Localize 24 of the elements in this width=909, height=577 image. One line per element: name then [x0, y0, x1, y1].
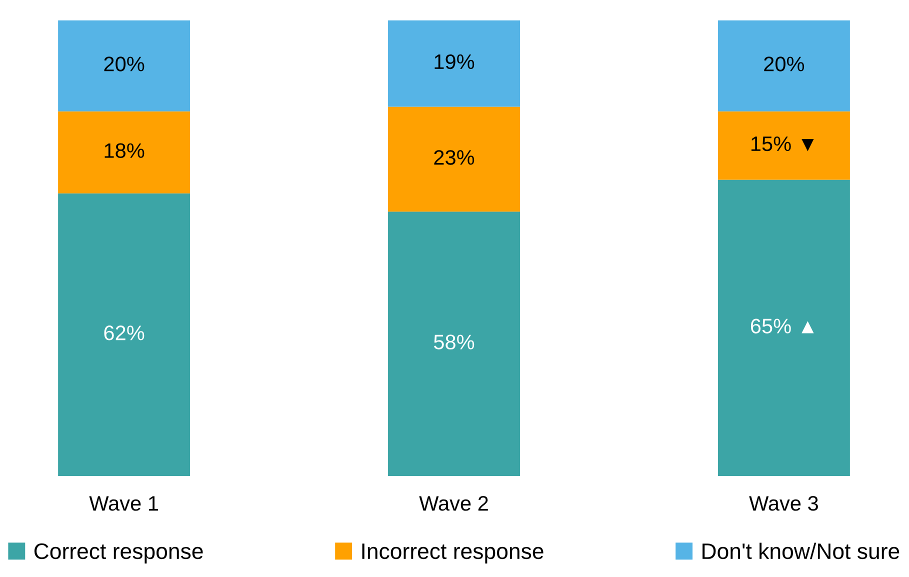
bar	[58, 20, 190, 112]
x-tick-label: Wave 3	[749, 496, 818, 511]
data-label: 18%	[104, 143, 144, 158]
bar	[388, 20, 520, 107]
data-label: 58%	[434, 334, 474, 350]
data-label: 19%	[434, 54, 474, 70]
legend-label: Correct response	[34, 543, 203, 564]
legend-label: Don't know/Not sure	[702, 542, 900, 560]
bar	[718, 20, 850, 112]
data-label: 23%	[434, 150, 474, 165]
data-label: 62%	[104, 326, 144, 340]
bar	[58, 111, 190, 194]
data-label: 65% ▲	[750, 318, 814, 334]
x-tick-label: Wave 2	[419, 496, 488, 511]
legend-label: Incorrect response	[362, 544, 544, 564]
bar	[388, 106, 520, 212]
x-tick-label: Wave 1	[89, 496, 158, 511]
bar	[718, 111, 850, 180]
data-label: 15% ▼	[751, 136, 814, 152]
bar	[58, 193, 190, 476]
data-label: 20%	[764, 56, 804, 72]
bar	[388, 212, 520, 476]
bar	[718, 180, 850, 476]
data-label: 20%	[104, 56, 144, 72]
